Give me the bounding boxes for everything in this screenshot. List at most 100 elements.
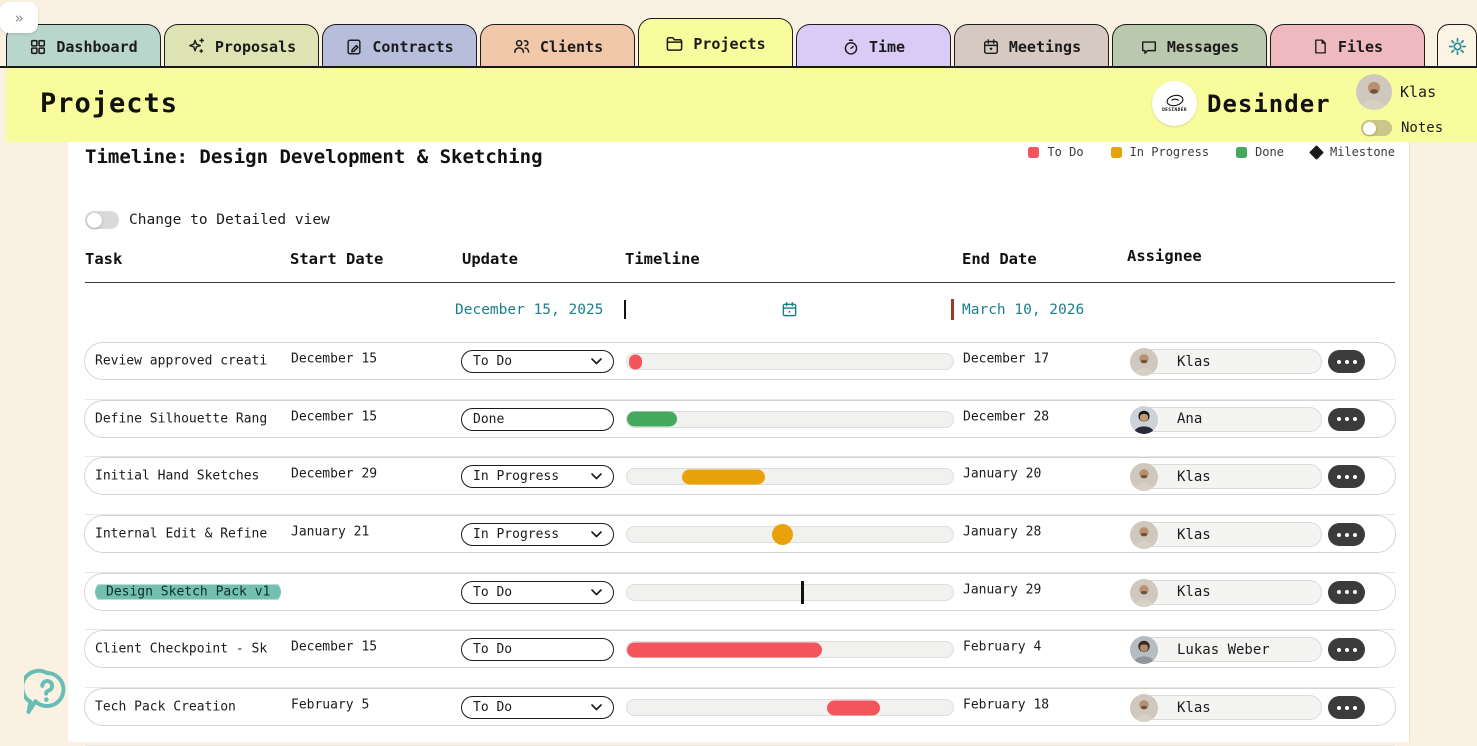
tab-label: Contracts [372, 37, 454, 56]
row-menu-button[interactable] [1328, 407, 1365, 431]
timeline-track[interactable] [626, 353, 954, 370]
row-separator [85, 629, 1395, 631]
row-separator [85, 456, 1395, 458]
timeline-segment[interactable] [772, 524, 793, 546]
tab-proposals[interactable]: Proposals [164, 24, 319, 68]
status-dropdown[interactable]: To Do [461, 696, 614, 720]
timeline-segment[interactable] [801, 580, 804, 604]
chevron-down-icon [591, 585, 602, 600]
legend-item: Done [1236, 145, 1284, 159]
tab-label: Meetings [1008, 37, 1082, 56]
column-header-end-date: End Date [962, 250, 1037, 268]
view-toggle-row: Change to Detailed view [85, 211, 330, 229]
task-name-cell: Client Checkpoint - Sk [95, 642, 287, 657]
header-divider [85, 282, 1395, 283]
view-toggle-label: Change to Detailed view [129, 212, 330, 228]
assignee-pill[interactable]: Lukas Weber [1132, 637, 1322, 663]
status-dropdown[interactable]: In Progress [461, 465, 614, 489]
assignee-name: Klas [1177, 584, 1211, 601]
end-date-cell: February 4 [963, 639, 1042, 655]
help-question-bubble-icon[interactable] [20, 668, 70, 722]
tab-clients[interactable]: Clients [480, 24, 635, 68]
tab-meetings[interactable]: Meetings [954, 24, 1109, 68]
status-dropdown[interactable]: Done [461, 407, 614, 431]
assignee-pill[interactable]: Klas [1132, 522, 1322, 548]
timeline-track[interactable] [626, 699, 954, 717]
assignee-avatar [1130, 521, 1158, 550]
timeline-track[interactable] [626, 580, 954, 604]
assignee-pill[interactable]: Klas [1132, 579, 1322, 605]
timeline-segment[interactable] [682, 469, 765, 485]
legend-swatch [1309, 144, 1324, 160]
status-value: In Progress [473, 469, 560, 485]
status-dropdown[interactable]: To Do [461, 580, 614, 604]
assignee-name: Lukas Weber [1177, 641, 1270, 658]
timeline-segment[interactable] [627, 642, 822, 658]
assignee-name: Klas [1177, 526, 1211, 543]
tab-time[interactable]: Time [796, 24, 951, 68]
assignee-avatar [1130, 463, 1158, 492]
status-dropdown[interactable]: In Progress [461, 523, 614, 547]
assignee-pill[interactable]: Ana [1132, 406, 1322, 432]
calendar-icon [982, 38, 1000, 56]
date-range-row: December 15, 2025 March 10, 2026 [68, 283, 1410, 479]
row-menu-button[interactable] [1328, 638, 1365, 662]
red-text-cursor [951, 299, 954, 320]
task-name: Client Checkpoint - Sk [95, 641, 268, 657]
row-separator [85, 571, 1395, 573]
assignee-pill[interactable]: Klas [1132, 695, 1322, 721]
timeline-segment[interactable] [628, 354, 642, 369]
tab-contracts[interactable]: Contracts [322, 24, 477, 68]
task-row-card: Internal Edit & Refine January 21 In Pro… [84, 515, 1396, 554]
range-start-input[interactable]: December 15, 2025 [455, 302, 604, 318]
end-date-cell: February 18 [963, 697, 1050, 713]
task-name: Initial Hand Sketches [95, 468, 260, 484]
row-menu-button[interactable] [1328, 465, 1365, 489]
status-dropdown[interactable]: To Do [461, 350, 614, 373]
status-value: To Do [473, 584, 513, 600]
logo-word: DESINDER [1162, 108, 1187, 113]
legend-item: Milestone [1309, 144, 1395, 160]
calendar-icon[interactable] [781, 301, 798, 322]
timeline-track[interactable] [626, 468, 954, 486]
assignee-pill[interactable]: Klas [1132, 464, 1322, 490]
assignee-pill[interactable]: Klas [1132, 349, 1322, 374]
timeline-track[interactable] [626, 524, 954, 546]
row-menu-button[interactable] [1328, 523, 1365, 547]
settings-tab[interactable] [1437, 24, 1477, 68]
timeline-track[interactable] [626, 641, 954, 659]
assignee-avatar [1130, 694, 1158, 723]
task-row-card: Client Checkpoint - Sk December 15 To Do… [84, 630, 1396, 669]
range-end-input[interactable]: March 10, 2026 [962, 302, 1085, 318]
tab-dashboard[interactable]: Dashboard [6, 24, 161, 68]
start-date-cell: December 15 [291, 351, 378, 367]
task-name-cell: Design Sketch Pack v1 [95, 584, 287, 600]
user-chip[interactable]: Klas [1356, 74, 1436, 110]
task-rows: Review approved creati December 15 To Do… [68, 342, 1410, 746]
tab-projects[interactable]: Projects [638, 18, 793, 68]
sidebar-expand-button[interactable]: » [0, 2, 38, 33]
text-cursor [624, 300, 626, 319]
tab-label: Time [868, 37, 906, 56]
legend-item: In Progress [1110, 145, 1209, 159]
start-date-cell: December 29 [291, 466, 378, 482]
timeline-segment[interactable] [627, 411, 677, 427]
notes-toggle[interactable] [1361, 120, 1392, 136]
row-menu-button[interactable] [1328, 350, 1365, 373]
timeline-panel: To Do In Progress Done Milestone Timelin… [68, 142, 1410, 746]
board-title: Timeline: Design Development & Sketching [85, 146, 543, 168]
timeline-segment[interactable] [826, 700, 880, 716]
sparkles-icon [187, 37, 206, 56]
tab-messages[interactable]: Messages [1112, 24, 1267, 68]
task-row-card: Tech Pack Creation February 5 To Do Febr… [84, 688, 1396, 727]
table-row: Initial Hand Sketches December 29 In Pro… [68, 457, 1410, 516]
detailed-view-toggle[interactable] [85, 211, 119, 229]
timeline-track[interactable] [626, 410, 954, 428]
legend-swatch [1028, 146, 1040, 158]
row-menu-button[interactable] [1328, 696, 1365, 720]
row-menu-button[interactable] [1328, 580, 1365, 604]
chevron-down-icon [591, 354, 602, 369]
status-dropdown[interactable]: To Do [461, 638, 614, 662]
user-name: Klas [1400, 83, 1437, 101]
tab-files[interactable]: Files [1270, 24, 1425, 68]
